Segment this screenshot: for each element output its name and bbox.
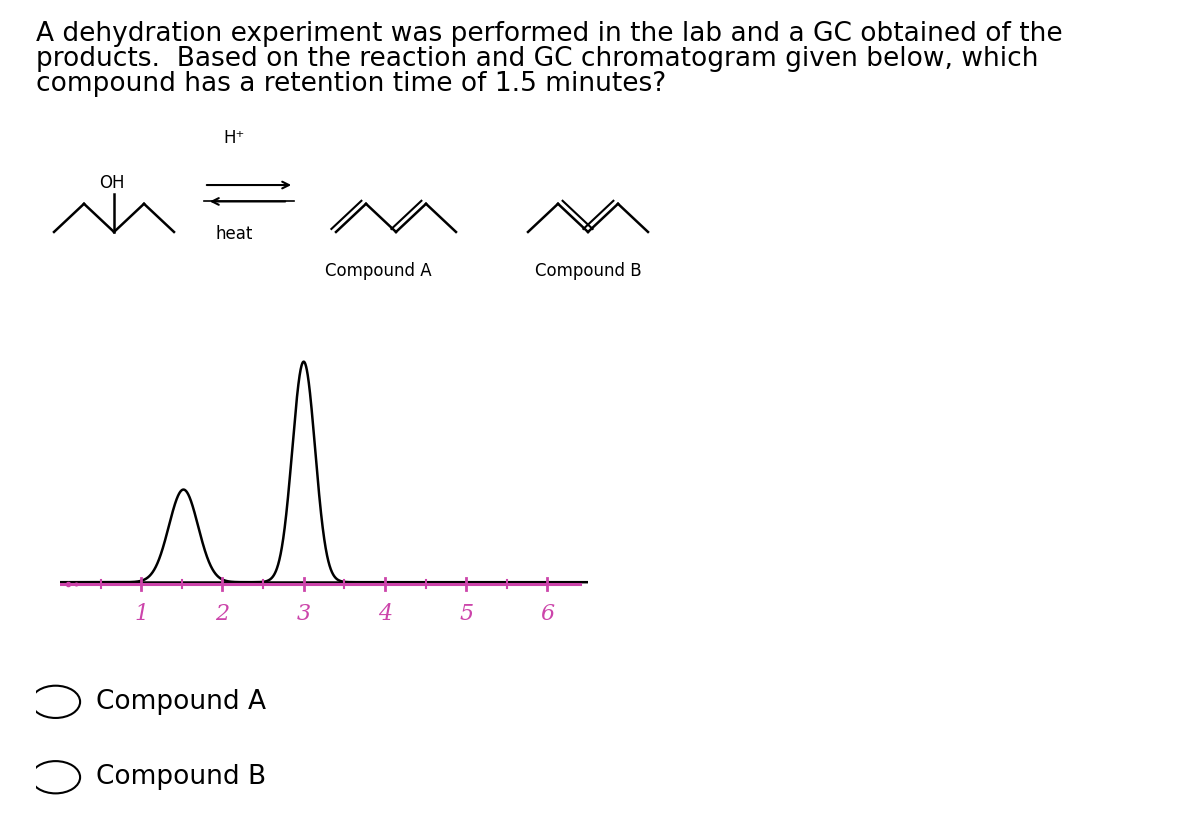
Text: Compound A: Compound A [325, 262, 431, 281]
Text: 2: 2 [215, 603, 229, 625]
Text: Compound B: Compound B [535, 262, 641, 281]
Text: compound has a retention time of 1.5 minutes?: compound has a retention time of 1.5 min… [36, 71, 666, 97]
Text: 5: 5 [460, 603, 473, 625]
Text: OH: OH [100, 174, 125, 192]
Text: 3: 3 [296, 603, 311, 625]
Text: A dehydration experiment was performed in the lab and a GC obtained of the: A dehydration experiment was performed i… [36, 21, 1063, 47]
Text: 1: 1 [134, 603, 149, 625]
Text: H⁺: H⁺ [223, 130, 245, 147]
Text: Compound B: Compound B [96, 764, 265, 790]
Text: Compound A: Compound A [96, 689, 265, 715]
Text: 4: 4 [378, 603, 392, 625]
Text: 6: 6 [540, 603, 554, 625]
Text: heat: heat [215, 225, 253, 243]
Text: products.  Based on the reaction and GC chromatogram given below, which: products. Based on the reaction and GC c… [36, 46, 1038, 72]
